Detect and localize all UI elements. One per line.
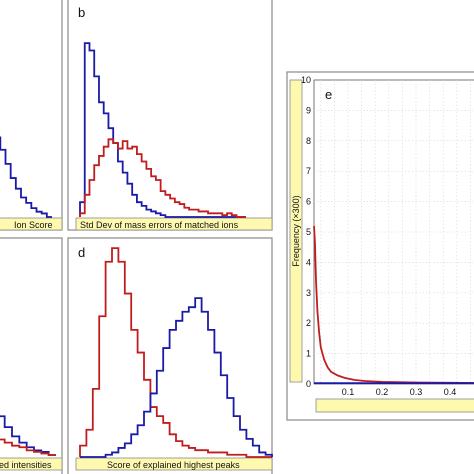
panel-e-xtick: 0.1: [342, 387, 355, 397]
panel-e-ytick: 7: [306, 166, 311, 176]
panel-c-series-red: [0, 438, 56, 456]
panel-e-ylabel-bar: [289, 79, 303, 383]
panel-e-series-red: [313, 225, 474, 384]
panel-b-plot: [79, 42, 246, 218]
panel-e: Frequency (×300) e 0 1 2 3 4 5 6 7 8 9 10 0.1 0.2 0.3…: [286, 71, 474, 421]
panel-e-ytick: 8: [306, 136, 311, 146]
panel-c-frame: [0, 237, 63, 474]
panel-e-ytick: 0: [306, 379, 311, 389]
panel-e-plot-area: [313, 79, 474, 385]
panel-e-xlabel-bar: [315, 398, 474, 413]
panel-a-plot: [0, 136, 52, 218]
panel-e-xtick: 0.4: [444, 387, 457, 397]
panel-c-xlabel-bar: [0, 457, 63, 471]
panel-e-ytick: 3: [306, 288, 311, 298]
panel-b-series-red: [79, 138, 246, 218]
panel-a-xlabel: Ion Score: [14, 220, 53, 230]
panel-e-plot: [313, 225, 474, 385]
panel-c-plot: [0, 415, 56, 456]
panel-c-xlabel: ed intensities: [0, 460, 52, 470]
panel-a-frame: [0, 0, 63, 231]
panel-b-series-blue: [79, 42, 246, 218]
panel-b: b Std Dev of mass errors of matched ions: [67, 0, 273, 231]
panel-b-frame: [67, 0, 273, 231]
panel-b-xlabel: Std Dev of mass errors of matched ions: [80, 220, 239, 230]
panel-a-xlabel-bar: [0, 217, 63, 231]
panel-b-letter: b: [78, 5, 85, 20]
panel-c: ed intensities: [0, 237, 63, 474]
panel-b-xlabel-bar: [75, 217, 273, 231]
panel-d: d Score of explained highest peaks: [67, 237, 273, 474]
panel-a-series-blue: [0, 136, 52, 218]
panel-e-ytick: 9: [306, 105, 311, 115]
panel-a: Ion Score: [0, 0, 63, 231]
panel-e-ytick: 5: [306, 227, 311, 237]
panel-e-grid: [314, 80, 474, 384]
panel-e-xtick: 0.3: [410, 387, 423, 397]
panel-e-ytick: 6: [306, 197, 311, 207]
panel-e-ytick: 1: [306, 349, 311, 359]
panel-d-series-blue: [80, 297, 273, 458]
panel-d-plot: [79, 247, 273, 458]
panel-d-letter: d: [78, 245, 85, 260]
panel-e-letter: e: [325, 87, 332, 102]
panel-e-ytick: 10: [301, 75, 311, 85]
panel-d-xlabel-bar: [75, 457, 273, 471]
panel-e-xtick: 0.2: [376, 387, 389, 397]
panel-e-ylabel: Frequency (×300): [291, 195, 301, 266]
panel-d-xlabel: Score of explained highest peaks: [107, 460, 240, 470]
panel-e-ytick: 4: [306, 257, 311, 267]
panel-d-series-red: [79, 247, 272, 458]
panel-e-ytick: 2: [306, 318, 311, 328]
